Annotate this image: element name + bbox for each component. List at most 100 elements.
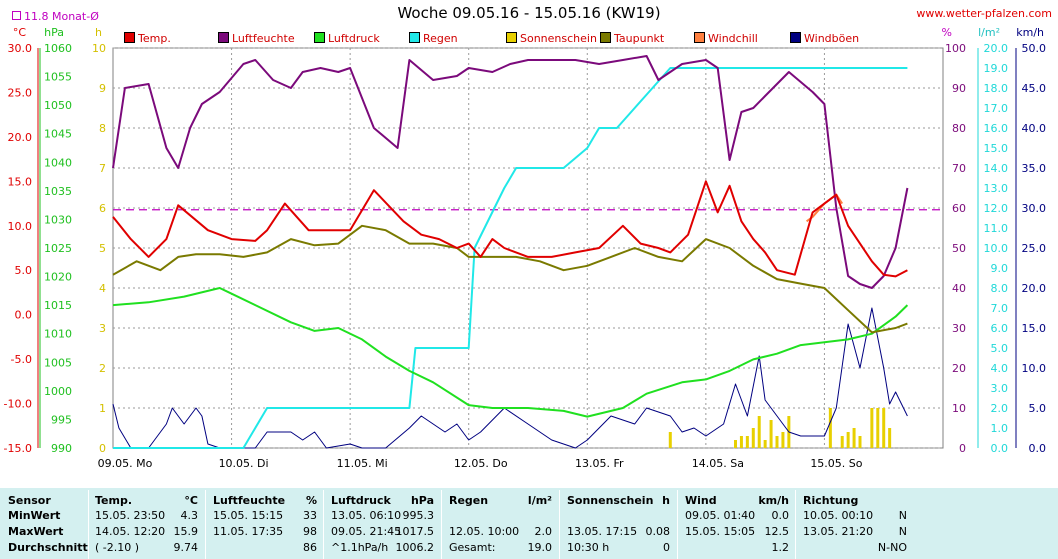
legend-swatch — [218, 32, 229, 43]
stats-row-label: MinWert — [8, 509, 61, 522]
stats-cell-time: ^1.1hPa/h — [331, 541, 389, 554]
humidity-axis-tick: 30 — [952, 322, 966, 335]
stats-header-direction: Richtung — [803, 494, 859, 507]
rain-axis-tick: 17.0 — [984, 102, 1009, 115]
pressure-axis-tick: 1035 — [44, 185, 72, 198]
legend-item: Windchill — [694, 32, 758, 45]
pressure-axis-tick: 1000 — [44, 385, 72, 398]
stats-cell-value: N-NO — [877, 541, 907, 554]
wind-axis-tick: 0.0 — [1029, 442, 1047, 455]
sunshine-bar — [882, 408, 886, 448]
month-average-icon — [12, 11, 21, 20]
stats-cell-value: 1017.5 — [395, 525, 435, 538]
temp-line — [112, 180, 908, 278]
temp-axis-tick: 10.0 — [8, 220, 33, 233]
stats-cell-time: 11.05. 17:35 — [213, 525, 284, 538]
temp-axis-tick: 20.0 — [8, 131, 33, 144]
stats-header-humidity-unit: % — [305, 494, 317, 507]
legend-swatch — [506, 32, 517, 43]
pressure-axis-tick: 1060 — [44, 42, 72, 55]
site-link[interactable]: www.wetter-pfalzen.com — [916, 7, 1052, 20]
rain-axis-tick: 16.0 — [984, 122, 1009, 135]
stats-header-temp: Temp. — [95, 494, 133, 507]
wind-axis-tick: 40.0 — [1022, 122, 1047, 135]
wind-axis-tick: 5.0 — [1029, 402, 1047, 415]
stats-header-sun-unit: h — [662, 494, 670, 507]
stats-row-label: Durchschnitt — [8, 541, 88, 554]
wind-axis-tick: 35.0 — [1022, 162, 1047, 175]
hours-axis-tick: 6 — [99, 202, 106, 215]
stats-cell-time: 13.05. 06:10 — [331, 509, 402, 522]
rain-axis-tick: 20.0 — [984, 42, 1009, 55]
legend-label: Temp. — [138, 32, 171, 45]
chart-title: Woche 09.05.16 - 15.05.16 (KW19) — [397, 4, 661, 22]
temp-axis-unit: °C — [13, 26, 27, 39]
x-axis-label: 10.05. Di — [219, 457, 269, 470]
legend-label: Regen — [423, 32, 458, 45]
stats-cell-time: 12.05. 10:00 — [449, 525, 520, 538]
x-axis-label: 13.05. Fr — [575, 457, 624, 470]
rain-axis-tick: 12.0 — [984, 202, 1009, 215]
stats-column-separator — [441, 490, 442, 559]
pressure-axis-tick: 1015 — [44, 299, 72, 312]
humidity-line — [112, 55, 909, 289]
stats-cell-value: 0.0 — [771, 509, 790, 522]
legend-label: Luftfeuchte — [232, 32, 295, 45]
stats-column-separator — [323, 490, 324, 559]
wind-axis-unit: km/h — [1016, 26, 1044, 39]
temp-axis-tick: 25.0 — [8, 86, 33, 99]
stats-cell-value: 12.5 — [764, 525, 790, 538]
temp-axis-tick: -5.0 — [11, 353, 32, 366]
humidity-axis-tick: 80 — [952, 122, 966, 135]
temp-axis-tick: 0.0 — [15, 309, 33, 322]
pressure-axis-tick: 1005 — [44, 356, 72, 369]
rain-axis-tick: 11.0 — [984, 222, 1009, 235]
stats-cell-value: 0 — [663, 541, 670, 554]
stats-cell-time: 15.05. 15:15 — [213, 509, 284, 522]
stats-cell-time: ( -2.10 ) — [95, 541, 140, 554]
stats-column-separator — [205, 490, 206, 559]
stats-cell-time: 15.05. 15:05 — [685, 525, 756, 538]
humidity-axis-tick: 90 — [952, 82, 966, 95]
stats-cell-time: 09.05. 21:45 — [331, 525, 402, 538]
humidity-axis-tick: 70 — [952, 162, 966, 175]
rain-axis-tick: 10.0 — [984, 242, 1009, 255]
sunshine-bar — [769, 420, 773, 448]
stats-header-pressure-unit: hPa — [410, 494, 434, 507]
legend-item: Taupunkt — [600, 32, 664, 45]
humidity-axis-tick: 60 — [952, 202, 966, 215]
stats-header-wind: Wind — [685, 494, 717, 507]
stats-cell-value: 9.74 — [173, 541, 199, 554]
hours-axis-unit: h — [95, 26, 102, 39]
sunshine-bar — [781, 432, 785, 448]
stats-cell-time: 14.05. 12:20 — [95, 525, 166, 538]
stats-table: Sensor Temp. °C Luftfeuchte% Luftdruck hPa Reg… — [0, 488, 1058, 559]
sunshine-bar — [846, 432, 850, 448]
stats-header-humidity: Luftfeuchte — [213, 494, 286, 507]
hours-axis-tick: 0 — [99, 442, 106, 455]
hours-axis-tick: 1 — [99, 402, 106, 415]
legend-item: Luftdruck — [314, 32, 380, 45]
legend-swatch — [124, 32, 135, 43]
stats-cell-value: 33 — [303, 509, 317, 522]
pressure-axis-tick: 1040 — [44, 156, 72, 169]
legend-item: Windböen — [790, 32, 859, 45]
temp-axis-tick: 5.0 — [15, 264, 33, 277]
stats-cell-value: 1.2 — [771, 541, 790, 554]
hours-axis-tick: 5 — [99, 242, 106, 255]
humidity-axis-unit: % — [942, 26, 952, 39]
stats-cell-time: 13.05. 21:20 — [803, 525, 874, 538]
rain-axis-tick: 1.0 — [991, 422, 1009, 435]
stats-cell-value: 1006.2 — [395, 541, 435, 554]
legend-swatch — [600, 32, 611, 43]
stats-cell-value: 2.0 — [534, 525, 553, 538]
hours-axis-tick: 4 — [99, 282, 106, 295]
pressure-axis-tick: 990 — [51, 442, 72, 455]
legend-label: Taupunkt — [614, 32, 665, 45]
x-axis-label: 15.05. So — [810, 457, 862, 470]
rain-axis-tick: 5.0 — [991, 342, 1009, 355]
stats-cell-value: 98 — [303, 525, 317, 538]
rain-axis-tick: 19.0 — [984, 62, 1009, 75]
rain-axis-tick: 3.0 — [991, 382, 1009, 395]
stats-cell-time: 10:30 h — [567, 541, 610, 554]
